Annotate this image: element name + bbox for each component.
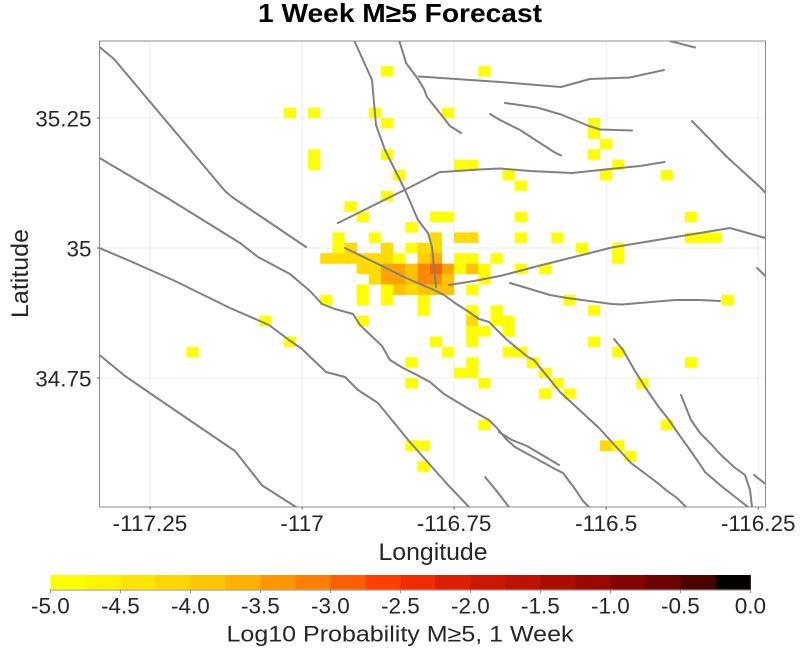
- svg-text:-116.25: -116.25: [721, 511, 796, 536]
- svg-text:34.75: 34.75: [35, 366, 91, 391]
- svg-text:-117: -117: [280, 511, 323, 536]
- svg-text:-117.25: -117.25: [113, 511, 188, 536]
- svg-text:Longitude: Longitude: [379, 539, 488, 566]
- svg-text:35: 35: [66, 236, 91, 261]
- svg-text:-116.75: -116.75: [417, 511, 492, 536]
- svg-text:-2.5: -2.5: [381, 594, 420, 619]
- svg-text:1 Week M≥5 Forecast: 1 Week M≥5 Forecast: [258, 0, 542, 28]
- svg-text:35.25: 35.25: [35, 106, 91, 131]
- svg-text:-4.5: -4.5: [101, 594, 140, 619]
- svg-text:-5.0: -5.0: [31, 594, 70, 619]
- svg-text:-116.5: -116.5: [575, 511, 637, 536]
- svg-text:-1.0: -1.0: [591, 594, 630, 619]
- svg-text:0.0: 0.0: [735, 594, 766, 619]
- svg-text:Log10 Probability M≥5, 1 Week: Log10 Probability M≥5, 1 Week: [227, 622, 575, 647]
- svg-text:-3.5: -3.5: [241, 594, 280, 619]
- svg-text:-1.5: -1.5: [521, 594, 560, 619]
- svg-text:-0.5: -0.5: [661, 594, 700, 619]
- svg-text:-3.0: -3.0: [311, 594, 350, 619]
- svg-text:-4.0: -4.0: [171, 594, 210, 619]
- svg-text:Latitude: Latitude: [7, 229, 34, 318]
- svg-text:-2.0: -2.0: [451, 594, 490, 619]
